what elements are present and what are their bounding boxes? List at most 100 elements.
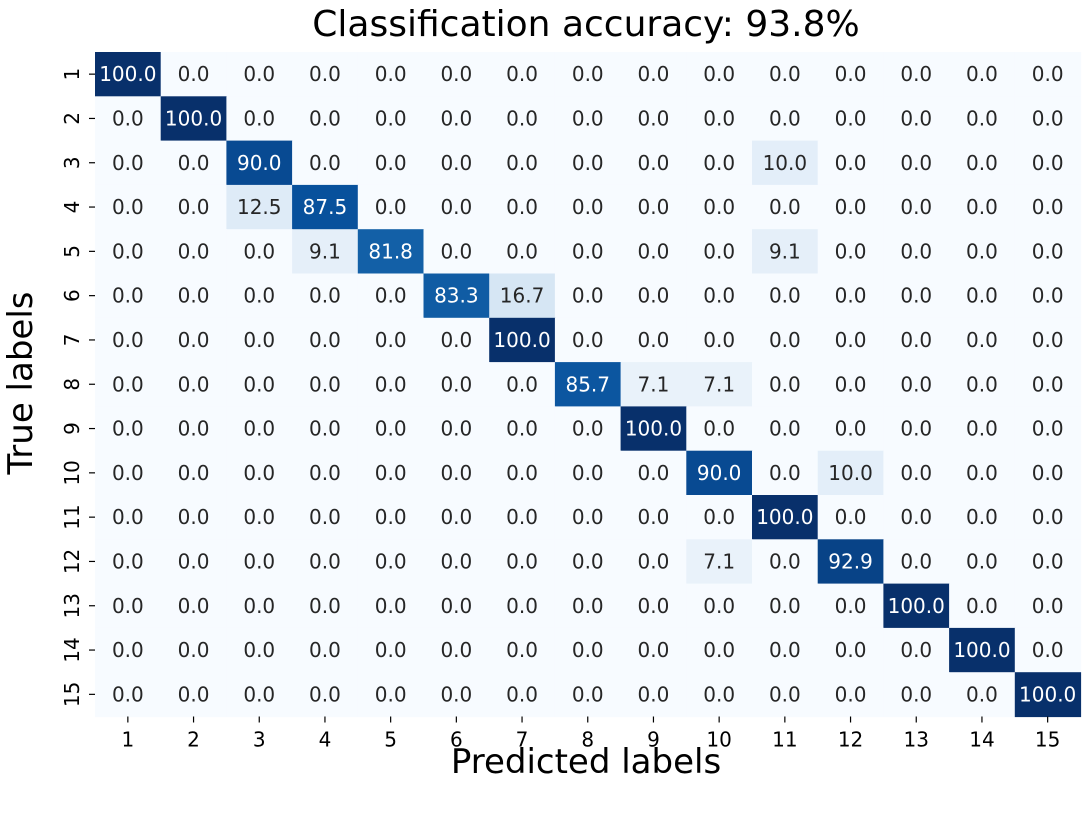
heatmap-cell [554, 184, 622, 230]
heatmap-cell [817, 627, 884, 673]
y-tick-label: 12 [60, 549, 84, 574]
cell-value-label: 0.0 [966, 505, 998, 529]
cell-value-label: 100.0 [165, 106, 222, 130]
cell-value-label: 0.0 [703, 106, 735, 130]
cell-value-label: 0.0 [243, 417, 275, 441]
cell-value-label: 0.0 [1032, 461, 1064, 485]
cell-value-label: 0.0 [243, 594, 275, 618]
heatmap-cell [752, 184, 819, 230]
heatmap-cell [620, 96, 687, 142]
heatmap-cell [423, 273, 490, 319]
cell-value-label: 0.0 [638, 638, 670, 662]
heatmap-cell [883, 450, 950, 496]
cell-value-label: 85.7 [565, 372, 610, 396]
cell-value-label: 12.5 [237, 195, 282, 219]
cell-value-label: 0.0 [638, 682, 670, 706]
cell-value-label: 0.0 [375, 505, 407, 529]
cell-value-label: 0.0 [703, 638, 735, 662]
cell-value-label: 0.0 [769, 284, 801, 308]
heatmap-cell [752, 450, 819, 496]
heatmap-cell [752, 406, 819, 452]
heatmap-cell [949, 627, 1016, 673]
heatmap-cell [489, 273, 556, 319]
heatmap-cell [292, 184, 359, 230]
y-axis-label: True labels [1, 292, 41, 476]
heatmap-cell [554, 406, 622, 452]
x-tick-label: 9 [647, 728, 660, 752]
heatmap-cell [883, 495, 950, 540]
cell-value-label: 0.0 [572, 461, 604, 485]
cell-value-label: 0.0 [638, 594, 670, 618]
cell-value-label: 0.0 [835, 417, 867, 441]
cell-value-label: 0.0 [112, 239, 144, 263]
cell-value-label: 0.0 [309, 62, 341, 86]
heatmap-cell [1014, 539, 1082, 585]
heatmap-cell [423, 583, 490, 629]
heatmap-cell [949, 96, 1016, 142]
y-tick-label: 8 [60, 378, 84, 391]
heatmap-cell [817, 317, 884, 363]
heatmap-cell [554, 52, 622, 97]
x-tick-label: 13 [904, 728, 929, 752]
heatmap-cell [554, 627, 622, 673]
cell-value-label: 0.0 [769, 195, 801, 219]
cell-value-label: 0.0 [966, 328, 998, 352]
cell-value-label: 0.0 [112, 195, 144, 219]
heatmap-cell [883, 273, 950, 319]
heatmap-cell [160, 672, 227, 718]
cell-value-label: 0.0 [440, 62, 472, 86]
cell-value-label: 0.0 [178, 284, 210, 308]
cell-value-label: 0.0 [243, 239, 275, 263]
cell-value-label: 0.0 [572, 106, 604, 130]
heatmap-cell [883, 184, 950, 230]
cell-value-label: 0.0 [375, 106, 407, 130]
cell-value-label: 0.0 [506, 549, 538, 573]
heatmap-cell [160, 362, 227, 407]
heatmap-cell [489, 450, 556, 496]
cell-value-label: 0.0 [1032, 284, 1064, 308]
heatmap-cell [226, 317, 293, 363]
heatmap-cell [160, 450, 227, 496]
heatmap-cell [357, 672, 425, 718]
cell-value-label: 0.0 [440, 682, 472, 706]
cell-value-label: 0.0 [966, 106, 998, 130]
cell-value-label: 0.0 [638, 549, 670, 573]
y-tick-label: 6 [60, 289, 84, 302]
cell-value-label: 0.0 [506, 62, 538, 86]
cell-value-label: 0.0 [966, 195, 998, 219]
cell-value-label: 0.0 [966, 151, 998, 175]
x-tick-label: 2 [187, 728, 200, 752]
cell-value-label: 0.0 [835, 594, 867, 618]
heatmap-cell [357, 450, 425, 496]
cell-value-label: 0.0 [966, 549, 998, 573]
heatmap-cell [686, 140, 753, 186]
cell-value-label: 0.0 [769, 682, 801, 706]
heatmap-cell [423, 450, 490, 496]
x-tick-label: 12 [838, 728, 863, 752]
heatmap-cell [620, 583, 687, 629]
cell-value-label: 0.0 [1032, 638, 1064, 662]
cell-value-label: 0.0 [769, 638, 801, 662]
cell-value-label: 0.0 [900, 195, 932, 219]
heatmap-cell [357, 52, 425, 97]
cell-value-label: 0.0 [900, 284, 932, 308]
cell-value-label: 0.0 [703, 505, 735, 529]
cell-value-label: 0.0 [703, 195, 735, 219]
heatmap-cell [817, 273, 884, 319]
cell-value-label: 0.0 [243, 284, 275, 308]
heatmap-cell [489, 184, 556, 230]
cell-value-label: 0.0 [309, 328, 341, 352]
heatmap-cell [160, 96, 227, 142]
cell-value-label: 0.0 [440, 328, 472, 352]
heatmap-cell [292, 317, 359, 363]
cell-value-label: 0.0 [638, 195, 670, 219]
cell-value-label: 0.0 [506, 682, 538, 706]
heatmap-cell [620, 406, 687, 452]
cell-value-label: 0.0 [309, 682, 341, 706]
x-tick-label: 15 [1035, 728, 1060, 752]
heatmap-cell [226, 229, 293, 275]
cell-value-label: 0.0 [243, 328, 275, 352]
cell-value-label: 0.0 [703, 151, 735, 175]
x-tick-label: 4 [319, 728, 332, 752]
x-tick-label: 3 [253, 728, 266, 752]
